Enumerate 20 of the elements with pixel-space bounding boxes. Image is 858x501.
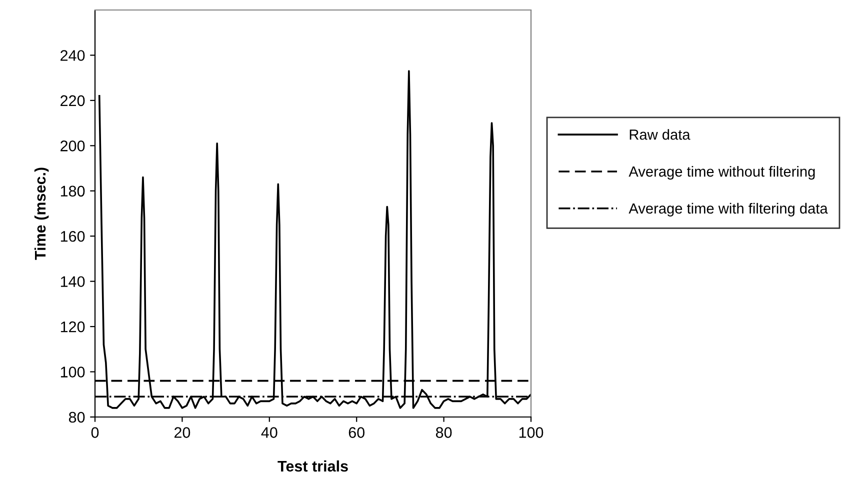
- y-tick-label: 140: [60, 276, 85, 288]
- y-tick-label: 180: [60, 186, 85, 197]
- legend-label: Raw data: [630, 129, 690, 140]
- y-tick-label: 200: [60, 140, 85, 152]
- y-tick-label: 220: [60, 95, 85, 106]
- y-tick-label: 100: [60, 366, 85, 378]
- y-tick-label: 80: [68, 412, 85, 423]
- x-tick-label: 80: [436, 427, 452, 438]
- y-tick-label: 120: [60, 321, 85, 332]
- legend-label: Average time without filtering: [628, 166, 815, 180]
- x-tick-label: 60: [348, 427, 364, 438]
- x-axis-title: Test trials: [278, 460, 348, 472]
- x-tick-label: 100: [519, 427, 544, 438]
- y-axis-title: Time (msec.): [34, 168, 49, 260]
- legend-label: Average time with filtering data: [628, 202, 828, 217]
- x-tick-label: 20: [174, 427, 190, 438]
- y-tick-label: 160: [60, 230, 85, 242]
- x-tick-label: 40: [261, 427, 278, 438]
- x-tick-label: 0: [91, 427, 99, 438]
- y-tick-label: 240: [60, 50, 85, 61]
